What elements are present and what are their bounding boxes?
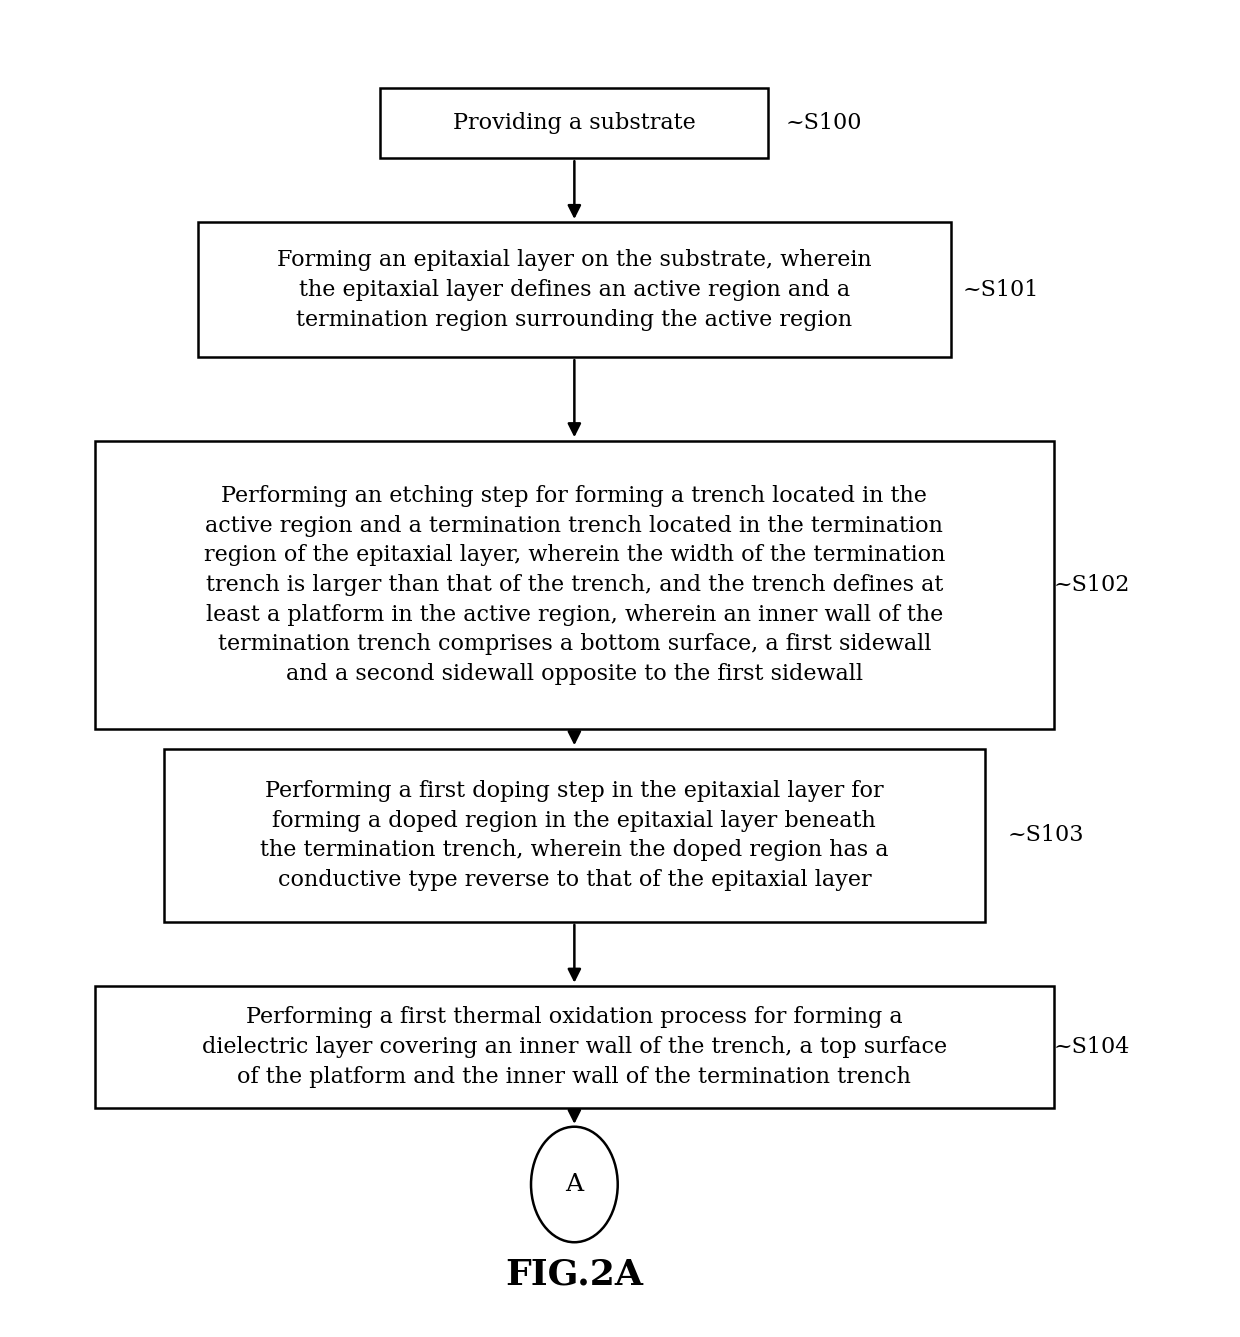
FancyBboxPatch shape [95,987,1054,1108]
FancyBboxPatch shape [198,222,951,357]
Text: ~S101: ~S101 [962,279,1039,301]
Text: FIG.2A: FIG.2A [506,1257,644,1292]
FancyBboxPatch shape [95,441,1054,730]
FancyBboxPatch shape [381,88,769,158]
Text: Performing a first thermal oxidation process for forming a
dielectric layer cove: Performing a first thermal oxidation pro… [202,1007,947,1088]
Text: Performing an etching step for forming a trench located in the
active region and: Performing an etching step for forming a… [203,485,945,685]
Text: ~S102: ~S102 [1054,574,1130,596]
FancyBboxPatch shape [164,749,985,923]
Text: Providing a substrate: Providing a substrate [453,112,696,134]
Text: Forming an epitaxial layer on the substrate, wherein
the epitaxial layer defines: Forming an epitaxial layer on the substr… [277,249,872,330]
Text: ~S104: ~S104 [1054,1036,1130,1058]
Text: A: A [565,1173,584,1197]
Text: ~S100: ~S100 [785,112,862,134]
Ellipse shape [531,1127,618,1242]
Text: Performing a first doping step in the epitaxial layer for
forming a doped region: Performing a first doping step in the ep… [260,779,889,890]
Text: ~S103: ~S103 [1008,825,1084,846]
